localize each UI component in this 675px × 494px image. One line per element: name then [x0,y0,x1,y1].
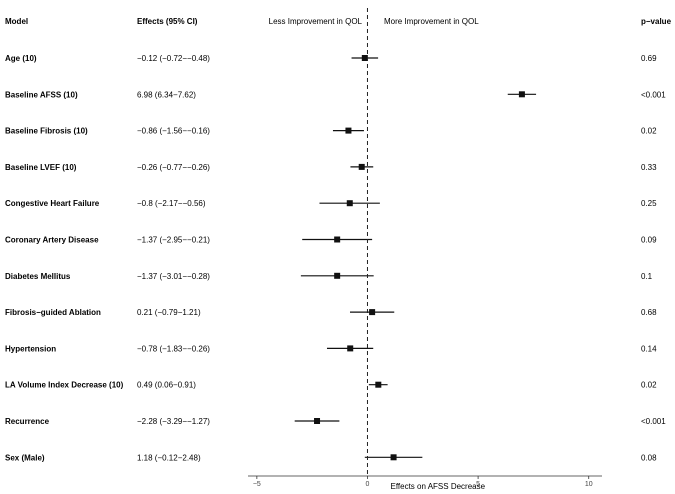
x-axis-label: Effects on AFSS Decrease [390,482,485,491]
more-improvement-label: More Improvement in QOL [384,17,479,26]
table-row: Congestive Heart Failure −0.8 (−2.17−−0.5… [5,199,657,208]
point-estimate [334,272,341,279]
row-p-value: <0.001 [641,90,666,99]
row-effect-text: −1.37 (−2.95−−0.21) [137,236,210,245]
effects-column-header: Effects (95% CI) [137,17,198,26]
less-improvement-label: Less Improvement in QOL [269,17,363,26]
table-row: Hypertension −0.78 (−1.83−−0.26) 0.14 [5,344,657,353]
point-estimate [361,55,368,61]
table-row: Baseline LVEF (10) −0.26 (−0.77−−0.26) 0.3… [5,163,657,172]
point-estimate [375,381,382,388]
point-estimate [345,127,352,134]
point-estimate [390,454,397,461]
table-row: LA Volume Index Decrease (10) 0.49 (0.06−… [5,381,657,390]
table-row: Recurrence −2.28 (−3.29−−1.27) <0.001 [5,417,666,426]
row-label: Congestive Heart Failure [5,199,100,208]
row-label: Baseline AFSS (10) [5,90,78,99]
table-row: Diabetes Mellitus −1.37 (−3.01−−0.28) 0.1 [5,272,653,281]
row-p-value: 0.25 [641,199,657,208]
row-effect-text: 1.18 (−0.12−2.48) [137,453,201,462]
x-tick-label: 10 [585,481,593,488]
row-p-value: 0.14 [641,344,657,353]
row-label: Baseline LVEF (10) [5,163,77,172]
table-row: Sex (Male) 1.18 (−0.12−2.48) 0.08 [5,453,657,462]
table-row: Baseline AFSS (10) 6.98 (6.34−7.62) <0.001 [5,90,666,99]
point-estimate [358,163,365,170]
row-p-value: 0.08 [641,453,657,462]
point-estimate [518,91,525,98]
row-label: Fibrosis−guided Ablation [5,308,101,317]
row-p-value: 0.09 [641,236,657,245]
point-estimate [347,345,354,352]
point-estimate [369,309,376,316]
table-row: Fibrosis−guided Ablation 0.21 (−0.79−1.21… [5,308,657,317]
row-label: LA Volume Index Decrease (10) [5,381,124,390]
row-label: Hypertension [5,344,56,353]
row-label: Recurrence [5,417,50,426]
row-p-value: 0.02 [641,127,657,136]
row-p-value: 0.02 [641,381,657,390]
row-effect-text: −0.86 (−1.56−−0.16) [137,127,210,136]
forest-rows: Age (10) −0.12 (−0.72−−0.48) 0.69 Baseline … [5,54,666,462]
row-p-value: 0.69 [641,54,657,63]
row-p-value: 0.33 [641,163,657,172]
row-effect-text: −0.12 (−0.72−−0.48) [137,54,210,63]
pvalue-column-header: p−value [641,17,672,26]
table-row: Coronary Artery Disease −1.37 (−2.95−−0.2… [5,236,657,245]
row-label: Sex (Male) [5,453,45,462]
x-tick-label: −5 [253,481,261,488]
row-effect-text: 0.49 (0.06−0.91) [137,381,196,390]
row-effect-text: −0.8 (−2.17−−0.56) [137,199,206,208]
row-p-value: 0.68 [641,308,657,317]
model-column-header: Model [5,17,28,26]
row-label: Diabetes Mellitus [5,272,71,281]
row-p-value: <0.001 [641,417,666,426]
row-effect-text: 6.98 (6.34−7.62) [137,90,196,99]
row-label: Coronary Artery Disease [5,236,99,245]
row-label: Baseline Fibrosis (10) [5,127,88,136]
point-estimate [334,236,341,243]
table-row: Age (10) −0.12 (−0.72−−0.48) 0.69 [5,54,657,63]
point-estimate [346,200,353,207]
point-estimate [314,418,321,424]
row-effect-text: 0.21 (−0.79−1.21) [137,308,201,317]
row-effect-text: −0.26 (−0.77−−0.26) [137,163,210,172]
row-effect-text: −1.37 (−3.01−−0.28) [137,272,210,281]
table-row: Baseline Fibrosis (10) −0.86 (−1.56−−0.16… [5,127,657,136]
x-axis: −5 0 5 10 [248,475,602,488]
row-label: Age (10) [5,54,37,63]
row-effect-text: −0.78 (−1.83−−0.26) [137,344,210,353]
x-tick-label: 5 [476,481,480,488]
x-tick-label: 0 [366,481,370,488]
row-effect-text: −2.28 (−3.29−−1.27) [137,417,210,426]
row-p-value: 0.1 [641,272,653,281]
